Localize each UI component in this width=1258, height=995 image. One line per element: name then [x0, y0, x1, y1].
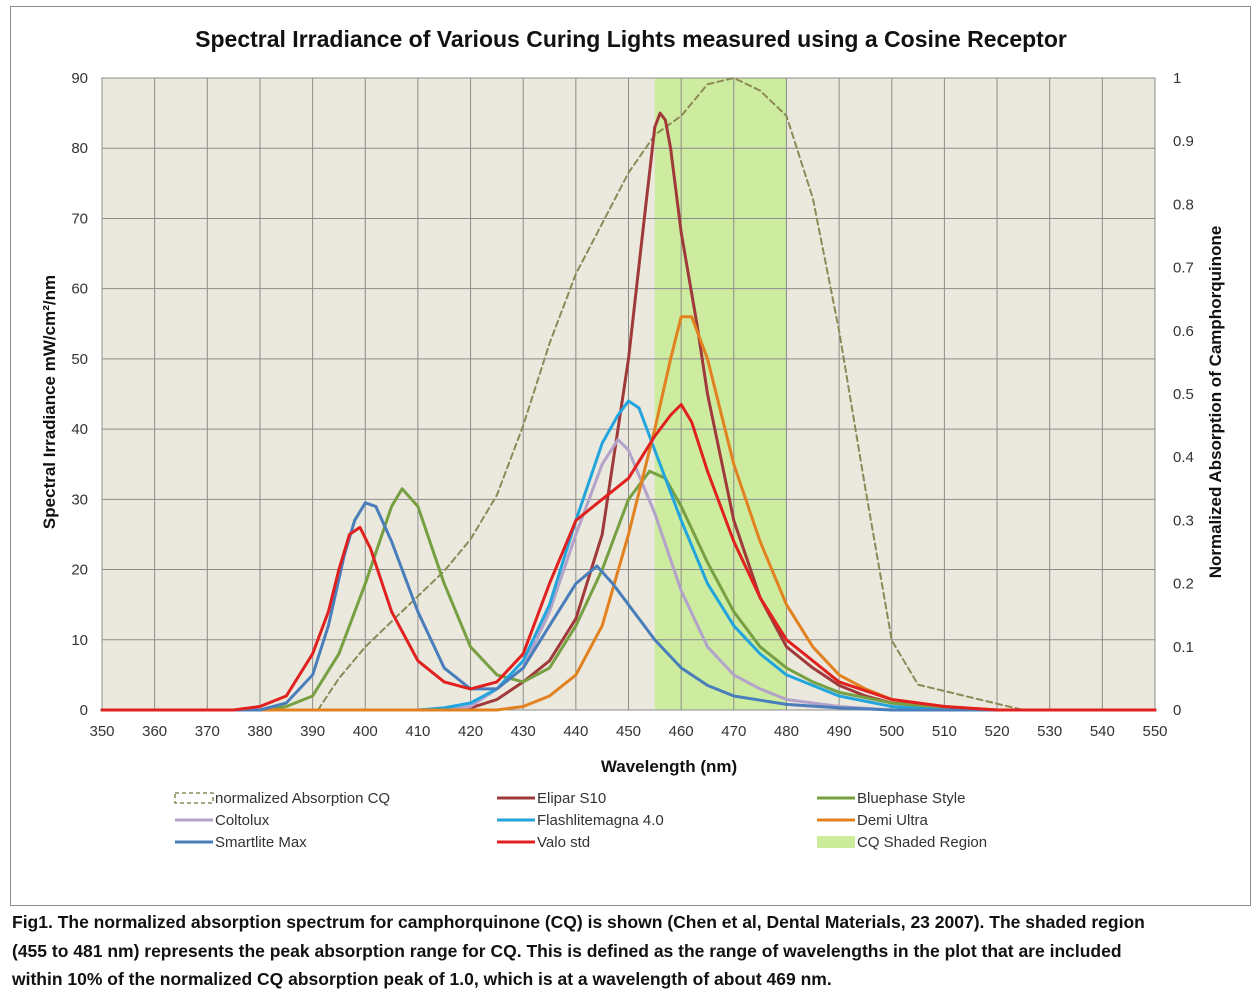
- legend-label: normalized Absorption CQ: [215, 790, 390, 807]
- x-tick-label: 390: [300, 723, 325, 740]
- legend-label: Bluephase Style: [857, 790, 965, 807]
- y-tick-label: 90: [71, 70, 88, 87]
- x-tick-label: 530: [1037, 723, 1062, 740]
- x-tick-label: 380: [247, 723, 272, 740]
- y-tick-label: 10: [71, 632, 88, 649]
- y2-tick-label: 0.1: [1173, 639, 1194, 656]
- legend-item: Elipar S10: [497, 790, 606, 807]
- legend-item: Flashlitemagna 4.0: [497, 812, 664, 829]
- y-tick-label: 40: [71, 421, 88, 438]
- x-tick-label: 500: [879, 723, 904, 740]
- legend-item: Smartlite Max: [175, 834, 307, 851]
- x-tick-label: 420: [458, 723, 483, 740]
- y-tick-label: 80: [71, 140, 88, 157]
- legend-item: Valo std: [497, 834, 590, 851]
- series-line-valo-std: [100, 403, 1157, 712]
- x-tick-label: 480: [774, 723, 799, 740]
- x-tick-label: 550: [1142, 723, 1167, 740]
- legend-label: Elipar S10: [537, 790, 606, 807]
- figure-caption: Fig1. The normalized absorption spectrum…: [12, 908, 1252, 994]
- y2-axis-title: Normalized Absorption of Camphorquinone: [1206, 226, 1225, 579]
- y2-tick-label: 0.3: [1173, 512, 1194, 529]
- y2-tick-label: 0.9: [1173, 133, 1194, 150]
- x-tick-label: 370: [195, 723, 220, 740]
- legend-item: Coltolux: [175, 812, 270, 829]
- x-tick-label: 510: [932, 723, 957, 740]
- x-tick-label: 360: [142, 723, 167, 740]
- y2-tick-label: 1: [1173, 70, 1181, 87]
- y-tick-label: 60: [71, 281, 88, 298]
- x-axis-title: Wavelength (nm): [601, 757, 737, 776]
- legend-item: Bluephase Style: [817, 790, 965, 807]
- legend: normalized Absorption CQ Elipar S10 Blueph…: [174, 790, 987, 851]
- y2-tick-label: 0.6: [1173, 323, 1194, 340]
- legend-label: Coltolux: [215, 812, 270, 829]
- legend-swatch-dashed: [174, 792, 214, 804]
- x-tick-label: 490: [827, 723, 852, 740]
- series-line-flashlitemagna-4-0: [100, 399, 1157, 712]
- legend-item: Demi Ultra: [817, 812, 928, 829]
- legend-label: Demi Ultra: [857, 812, 928, 829]
- x-tick-label: 520: [985, 723, 1010, 740]
- caption-line-2: (455 to 481 nm) represents the peak abso…: [12, 940, 1122, 961]
- x-tick-label: 350: [89, 723, 114, 740]
- x-tick-label: 430: [511, 723, 536, 740]
- y2-tick-label: 0.5: [1173, 386, 1194, 403]
- spectral-irradiance-chart: Spectral Irradiance of Various Curing Li…: [40, 26, 1225, 851]
- y-tick-label: 20: [71, 562, 88, 579]
- y-axis-title: Spectral Irradiance mW/cm²/nm: [40, 275, 59, 529]
- x-tick-label: 400: [353, 723, 378, 740]
- series-line-elipar-s10: [100, 111, 1157, 712]
- x-tick-label: 440: [563, 723, 588, 740]
- x-tick-label: 450: [616, 723, 641, 740]
- legend-label: CQ Shaded Region: [857, 834, 987, 851]
- legend-label: Valo std: [537, 834, 590, 851]
- series-line-bluephase-style: [100, 469, 1157, 712]
- plot-area: 350 360 370 380 390 400 410 420 430 440 450 460 470 4…: [71, 70, 1194, 740]
- y2-tick-label: 0.7: [1173, 260, 1194, 277]
- chart-title: Spectral Irradiance of Various Curing Li…: [195, 26, 1067, 52]
- caption-line-1: Fig1. The normalized absorption spectrum…: [12, 912, 1145, 932]
- legend-item: CQ Shaded Region: [817, 834, 987, 851]
- y-tick-label: 0: [80, 702, 88, 719]
- y-tick-label: 50: [71, 351, 88, 368]
- y-tick-label: 70: [71, 210, 88, 227]
- legend-swatch-shaded-region: [817, 836, 855, 848]
- series-line-smartlite-max: [100, 501, 1157, 712]
- legend-label: Flashlitemagna 4.0: [537, 812, 664, 829]
- x-tick-label: 470: [721, 723, 746, 740]
- y2-tick-label: 0.4: [1173, 449, 1194, 466]
- y2-tick-label: 0.2: [1173, 576, 1194, 593]
- chart-frame: Spectral Irradiance of Various Curing Li…: [10, 6, 1251, 906]
- series-line-normalized-absorption-cq: [316, 77, 1156, 711]
- x-tick-label: 460: [669, 723, 694, 740]
- caption-line-3: within 10% of the normalized CQ absorpti…: [12, 969, 832, 989]
- legend-item: normalized Absorption CQ: [174, 790, 390, 807]
- y2-tick-label: 0.8: [1173, 196, 1194, 213]
- legend-label: Smartlite Max: [215, 834, 307, 851]
- y-tick-label: 30: [71, 491, 88, 508]
- y2-tick-label: 0: [1173, 702, 1181, 719]
- x-tick-label: 410: [405, 723, 430, 740]
- x-tick-label: 540: [1090, 723, 1115, 740]
